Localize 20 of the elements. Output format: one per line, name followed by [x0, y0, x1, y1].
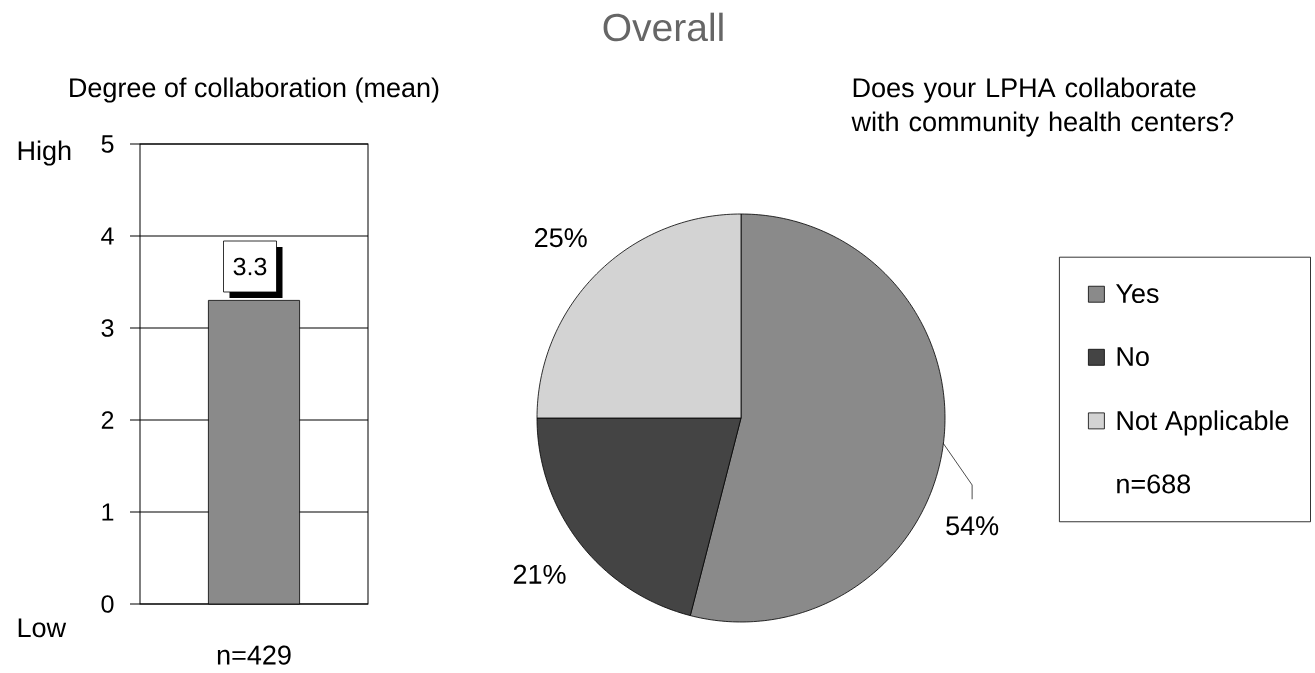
chart-title: Degree of collaboration (mean) [70, 77, 439, 103]
data-label: 21% [513, 564, 566, 584]
data-label: 3.3 [233, 257, 267, 276]
text: High [18, 140, 71, 166]
y-tick-label: 3 [101, 319, 114, 337]
y-tick-label: 5 [101, 135, 114, 153]
y-tick-label: 4 [101, 227, 114, 245]
legend-label: Not Applicable [1117, 410, 1289, 436]
chart-title: Does your LPHA collaborate with community health centers? [851, 77, 1234, 137]
text: Low [18, 618, 67, 638]
x-axis-title: n=429 [217, 645, 291, 665]
legend-label: Yes [1116, 284, 1159, 304]
text: n=688 [1117, 474, 1191, 494]
data-label: 54% [946, 516, 999, 536]
data-label: 25% [535, 228, 587, 248]
text: Overall [603, 12, 723, 42]
y-tick-label: 1 [102, 503, 114, 521]
y-tick-label: 2 [101, 411, 114, 429]
legend-label: No [1117, 347, 1149, 367]
y-tick-label: 0 [101, 595, 114, 613]
